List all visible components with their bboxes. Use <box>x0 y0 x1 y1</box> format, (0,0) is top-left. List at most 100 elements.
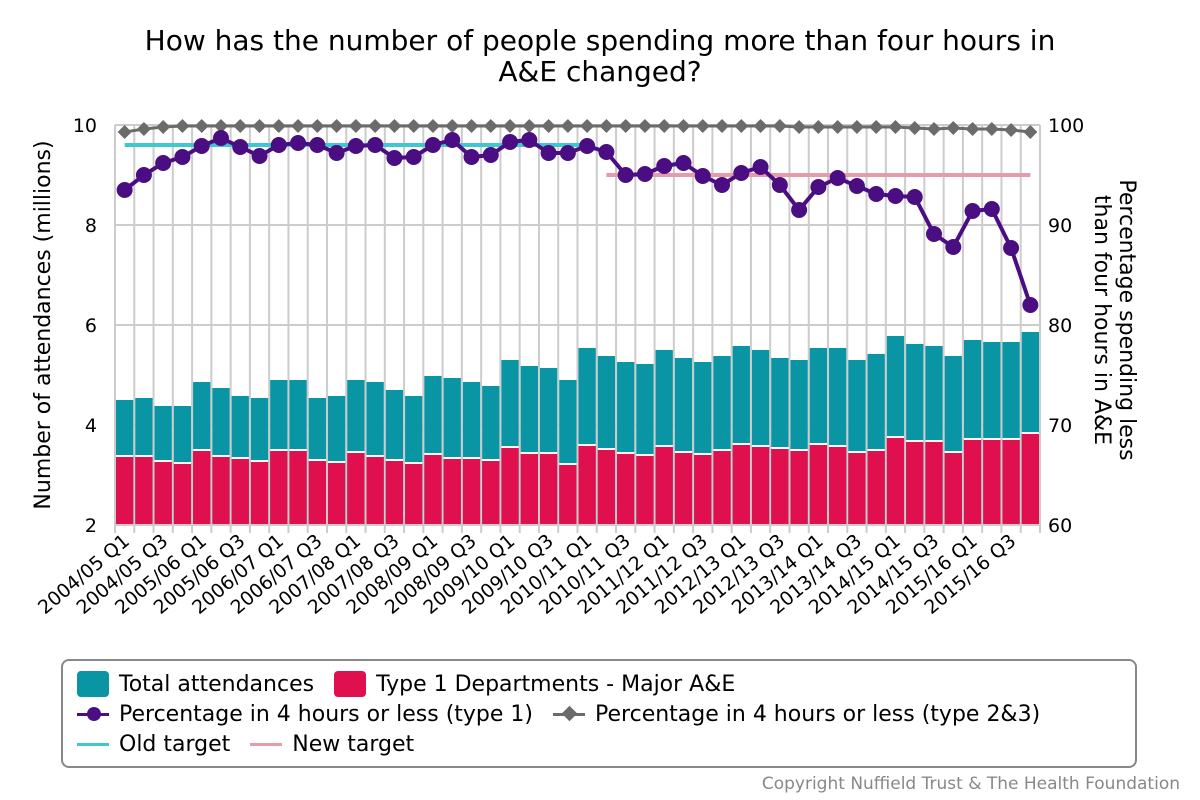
point-type23 <box>406 119 421 133</box>
bar-type1 <box>597 449 616 525</box>
bar-type1 <box>462 458 481 525</box>
y-tick-label: 8 <box>85 215 97 237</box>
point-type1 <box>270 137 287 153</box>
bar-type1 <box>674 452 693 525</box>
bar-type1 <box>212 456 230 525</box>
legend-label: Old target <box>119 731 231 757</box>
bar-type1 <box>713 450 731 525</box>
y2-tick-label: 100 <box>1048 115 1084 137</box>
legend-item-new-target[interactable]: New target <box>250 731 414 757</box>
point-type1 <box>174 149 191 165</box>
point-type23 <box>329 119 344 133</box>
point-type23 <box>136 122 151 136</box>
y2-tick-label: 70 <box>1048 415 1072 437</box>
point-type23 <box>907 121 922 135</box>
point-type1 <box>983 201 1000 217</box>
legend-label: Percentage in 4 hours or less (type 2&3) <box>595 701 1041 727</box>
point-type23 <box>503 119 518 133</box>
point-type1 <box>752 159 769 175</box>
legend-item-pct-type1[interactable]: Percentage in 4 hours or less (type 1) <box>77 701 533 727</box>
point-type23 <box>869 120 884 134</box>
point-type23 <box>522 119 537 133</box>
point-type23 <box>233 119 248 133</box>
bar-type1 <box>520 453 538 525</box>
point-type1 <box>367 137 384 153</box>
point-type23 <box>310 119 325 133</box>
point-type1 <box>964 203 981 219</box>
point-type1 <box>155 155 172 171</box>
point-type1 <box>424 137 441 153</box>
legend-item-pct-type23[interactable]: Percentage in 4 hours or less (type 2&3) <box>553 701 1040 727</box>
point-type1 <box>945 239 962 255</box>
legend-label: New target <box>292 731 415 757</box>
bar-type1 <box>983 439 1001 525</box>
legend-row-1: Total attendances Type 1 Departments - M… <box>77 671 755 697</box>
bar-type1 <box>636 455 654 525</box>
legend-row-2: Percentage in 4 hours or less (type 1) P… <box>77 701 1060 727</box>
point-type1 <box>926 226 943 242</box>
y-axis-label: Number of attendances (millions) <box>31 140 56 509</box>
point-type23 <box>464 119 479 133</box>
point-type23 <box>772 119 787 133</box>
point-type23 <box>425 119 440 133</box>
y-tick-label: 6 <box>85 315 97 337</box>
bar-type1 <box>578 445 596 525</box>
point-type23 <box>1023 125 1038 139</box>
point-type23 <box>657 119 672 133</box>
legend: Total attendances Type 1 Departments - M… <box>61 659 1137 768</box>
legend-item-total-attendances[interactable]: Total attendances <box>77 671 314 697</box>
point-type1 <box>444 132 461 148</box>
point-type1 <box>463 149 480 165</box>
bar-type1 <box>925 441 943 525</box>
point-type1 <box>540 145 557 161</box>
line-icon <box>77 731 109 757</box>
point-type1 <box>328 145 345 161</box>
point-type23 <box>213 119 228 133</box>
bar-type1 <box>539 453 558 525</box>
bar-type1 <box>385 460 404 525</box>
bar-type1 <box>366 456 384 525</box>
chart-title-line-1: How has the number of people spending mo… <box>145 24 1056 57</box>
y2-tick-label: 60 <box>1048 515 1072 537</box>
bar-type1 <box>963 439 982 525</box>
lines <box>116 119 1039 313</box>
bar-type1 <box>732 444 750 525</box>
legend-label: Type 1 Departments - Major A&E <box>376 671 736 697</box>
point-type1 <box>135 167 152 183</box>
bar-type1 <box>694 454 712 525</box>
point-type23 <box>560 119 575 133</box>
point-type1 <box>193 138 210 154</box>
point-type23 <box>984 122 999 136</box>
bar-type1 <box>116 456 134 525</box>
y-tick-label: 4 <box>85 415 97 437</box>
point-type1 <box>656 158 673 174</box>
point-type23 <box>888 120 903 134</box>
point-type1 <box>347 138 364 154</box>
point-type1 <box>868 186 885 202</box>
point-type1 <box>617 167 634 183</box>
point-type1 <box>482 147 499 163</box>
bar-type1 <box>848 452 866 525</box>
point-type1 <box>810 179 827 195</box>
point-type23 <box>368 119 383 133</box>
bar-type1 <box>231 458 249 525</box>
bar-type1 <box>250 461 269 525</box>
bar-type1 <box>173 463 192 525</box>
bar-type1 <box>906 441 924 525</box>
point-type1 <box>212 130 229 146</box>
point-type23 <box>792 120 807 134</box>
point-type1 <box>598 144 615 160</box>
point-type23 <box>830 120 845 134</box>
legend-item-type1[interactable]: Type 1 Departments - Major A&E <box>334 671 735 697</box>
point-type23 <box>387 119 402 133</box>
point-type1 <box>502 134 519 150</box>
point-type1 <box>675 155 692 171</box>
bar-type1 <box>424 454 442 525</box>
bars <box>116 332 1039 525</box>
point-type1 <box>714 177 731 193</box>
bar-type1 <box>559 464 577 525</box>
legend-item-old-target[interactable]: Old target <box>77 731 230 757</box>
point-type23 <box>695 119 710 133</box>
